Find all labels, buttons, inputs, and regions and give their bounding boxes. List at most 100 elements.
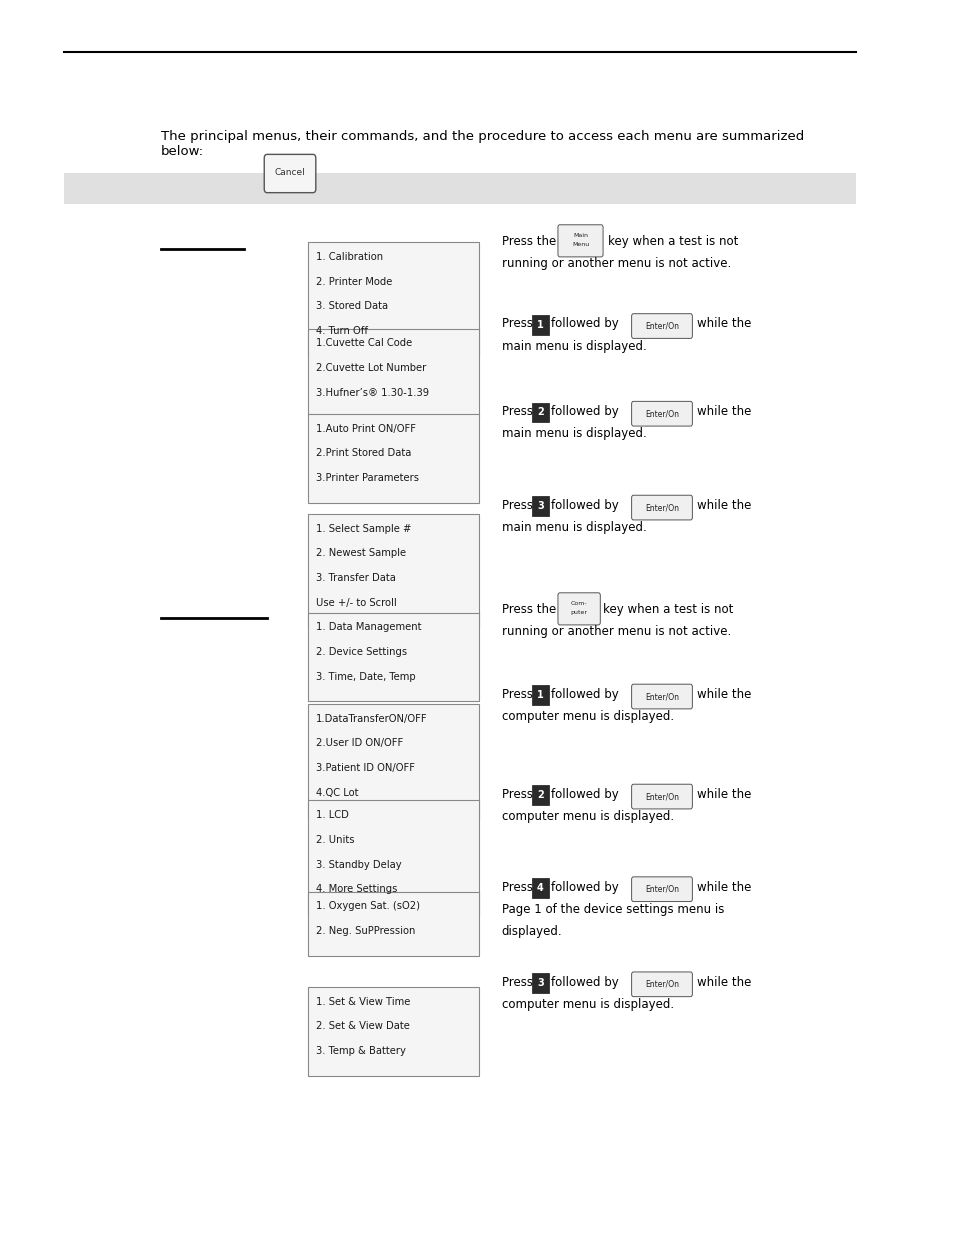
Text: Press: Press bbox=[501, 788, 536, 802]
FancyBboxPatch shape bbox=[631, 784, 692, 809]
Text: Enter/On: Enter/On bbox=[644, 409, 679, 419]
Text: main menu is displayed.: main menu is displayed. bbox=[501, 427, 646, 441]
Text: Press the: Press the bbox=[501, 235, 559, 248]
FancyBboxPatch shape bbox=[631, 401, 692, 426]
Text: 1: 1 bbox=[537, 690, 543, 700]
FancyBboxPatch shape bbox=[631, 684, 692, 709]
Text: 2. Set & View Date: 2. Set & View Date bbox=[315, 1021, 409, 1031]
Text: 1. Data Management: 1. Data Management bbox=[315, 622, 421, 632]
FancyBboxPatch shape bbox=[558, 225, 602, 257]
Text: 2. Neg. SuPPression: 2. Neg. SuPPression bbox=[315, 926, 415, 936]
Text: Enter/On: Enter/On bbox=[644, 979, 679, 989]
Text: 3.Printer Parameters: 3.Printer Parameters bbox=[315, 473, 418, 483]
Text: computer menu is displayed.: computer menu is displayed. bbox=[501, 998, 673, 1011]
Text: followed by: followed by bbox=[550, 976, 621, 989]
Text: 3. Standby Delay: 3. Standby Delay bbox=[315, 860, 401, 869]
Text: while the: while the bbox=[697, 688, 751, 701]
Text: 2: 2 bbox=[537, 408, 543, 417]
FancyBboxPatch shape bbox=[558, 593, 599, 625]
Text: 3: 3 bbox=[537, 501, 543, 511]
FancyBboxPatch shape bbox=[631, 877, 692, 902]
Text: while the: while the bbox=[697, 881, 751, 894]
Text: Main: Main bbox=[573, 233, 587, 238]
Text: 3. Temp & Battery: 3. Temp & Battery bbox=[315, 1046, 405, 1056]
Text: 1. Select Sample #: 1. Select Sample # bbox=[315, 524, 411, 534]
Text: 1.Auto Print ON/OFF: 1.Auto Print ON/OFF bbox=[315, 424, 416, 433]
Text: Press: Press bbox=[501, 976, 536, 989]
Text: 3. Transfer Data: 3. Transfer Data bbox=[315, 573, 395, 583]
Bar bbox=[308, 613, 478, 701]
Text: 4. Turn Off: 4. Turn Off bbox=[315, 326, 368, 336]
Text: followed by: followed by bbox=[550, 788, 621, 802]
Text: 4. More Settings: 4. More Settings bbox=[315, 884, 396, 894]
Bar bbox=[532, 403, 548, 422]
Text: Enter/On: Enter/On bbox=[644, 321, 679, 331]
Text: Enter/On: Enter/On bbox=[644, 503, 679, 513]
Text: Page 1 of the device settings menu is: Page 1 of the device settings menu is bbox=[501, 903, 723, 916]
Text: Com-: Com- bbox=[570, 601, 587, 606]
Text: Menu: Menu bbox=[571, 242, 589, 247]
Text: Press the: Press the bbox=[501, 603, 559, 616]
Text: 2. Units: 2. Units bbox=[315, 835, 354, 845]
Text: running or another menu is not active.: running or another menu is not active. bbox=[501, 625, 730, 638]
Text: puter: puter bbox=[570, 610, 587, 615]
Text: followed by: followed by bbox=[550, 499, 621, 513]
Text: main menu is displayed.: main menu is displayed. bbox=[501, 340, 646, 353]
Bar bbox=[308, 242, 478, 356]
FancyBboxPatch shape bbox=[264, 154, 315, 193]
Text: The principal menus, their commands, and the procedure to access each menu are s: The principal menus, their commands, and… bbox=[161, 130, 803, 158]
Text: Press: Press bbox=[501, 317, 536, 331]
Text: 1.Cuvette Cal Code: 1.Cuvette Cal Code bbox=[315, 338, 412, 348]
Text: Cancel: Cancel bbox=[274, 168, 305, 178]
Bar bbox=[532, 315, 548, 335]
Text: 2.Print Stored Data: 2.Print Stored Data bbox=[315, 448, 411, 458]
Text: 4.QC Lot: 4.QC Lot bbox=[315, 788, 358, 798]
Bar bbox=[308, 800, 478, 914]
Bar bbox=[308, 704, 478, 818]
Text: running or another menu is not active.: running or another menu is not active. bbox=[501, 257, 730, 270]
Text: Press: Press bbox=[501, 405, 536, 419]
Bar bbox=[532, 785, 548, 805]
Text: 1. Calibration: 1. Calibration bbox=[315, 252, 382, 262]
Text: Use +/- to Scroll: Use +/- to Scroll bbox=[315, 598, 396, 608]
Text: while the: while the bbox=[697, 317, 751, 331]
Text: Enter/On: Enter/On bbox=[644, 692, 679, 701]
Text: 3. Stored Data: 3. Stored Data bbox=[315, 301, 388, 311]
FancyBboxPatch shape bbox=[631, 314, 692, 338]
Text: Enter/On: Enter/On bbox=[644, 792, 679, 802]
Text: 1.DataTransferON/OFF: 1.DataTransferON/OFF bbox=[315, 714, 427, 724]
Text: while the: while the bbox=[697, 788, 751, 802]
Text: 2: 2 bbox=[537, 790, 543, 800]
Bar bbox=[532, 878, 548, 898]
Bar bbox=[308, 329, 478, 417]
Bar bbox=[532, 973, 548, 993]
Bar bbox=[308, 892, 478, 956]
Text: followed by: followed by bbox=[550, 317, 621, 331]
Text: displayed.: displayed. bbox=[501, 925, 562, 939]
Text: followed by: followed by bbox=[550, 881, 621, 894]
FancyBboxPatch shape bbox=[631, 972, 692, 997]
Text: key when a test is not: key when a test is not bbox=[602, 603, 733, 616]
Text: computer menu is displayed.: computer menu is displayed. bbox=[501, 810, 673, 824]
Bar bbox=[532, 496, 548, 516]
Text: main menu is displayed.: main menu is displayed. bbox=[501, 521, 646, 535]
Text: while the: while the bbox=[697, 976, 751, 989]
Bar bbox=[308, 514, 478, 627]
Text: 1. LCD: 1. LCD bbox=[315, 810, 348, 820]
FancyBboxPatch shape bbox=[631, 495, 692, 520]
Text: Press: Press bbox=[501, 499, 536, 513]
Text: followed by: followed by bbox=[550, 405, 621, 419]
Text: 2.User ID ON/OFF: 2.User ID ON/OFF bbox=[315, 739, 402, 748]
Bar bbox=[308, 414, 478, 503]
Text: while the: while the bbox=[697, 405, 751, 419]
Text: while the: while the bbox=[697, 499, 751, 513]
Text: computer menu is displayed.: computer menu is displayed. bbox=[501, 710, 673, 724]
Bar bbox=[532, 685, 548, 705]
Text: 2.Cuvette Lot Number: 2.Cuvette Lot Number bbox=[315, 363, 426, 373]
Text: key when a test is not: key when a test is not bbox=[607, 235, 738, 248]
Bar bbox=[65, 173, 856, 204]
Text: 2. Printer Mode: 2. Printer Mode bbox=[315, 277, 392, 287]
Text: Press: Press bbox=[501, 881, 536, 894]
Text: 3. Time, Date, Temp: 3. Time, Date, Temp bbox=[315, 672, 415, 682]
Bar bbox=[308, 987, 478, 1076]
